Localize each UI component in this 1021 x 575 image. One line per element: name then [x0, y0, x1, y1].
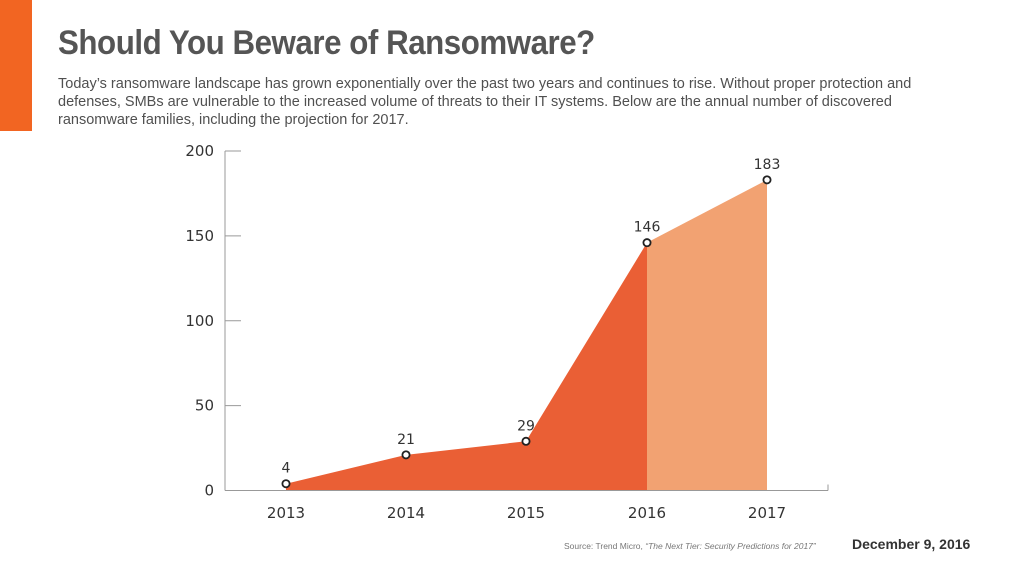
page-title: Should You Beware of Ransomware?: [58, 24, 595, 62]
x-tick-label: 2015: [507, 504, 545, 522]
y-tick-label: 0: [204, 482, 214, 500]
source-prefix: Source: Trend Micro,: [564, 541, 646, 551]
y-tick-label: 150: [185, 227, 214, 245]
x-tick-label: 2013: [267, 504, 305, 522]
area-projection: [647, 179, 767, 491]
y-tick-label: 50: [195, 397, 214, 415]
x-tick-label: 2016: [628, 504, 666, 522]
area-actual: [286, 242, 647, 491]
intro-paragraph: Today’s ransomware landscape has grown e…: [58, 76, 912, 128]
y-tick-label: 200: [185, 142, 214, 160]
data-label: 4: [282, 461, 291, 477]
source-title: “The Next Tier: Security Predictions for…: [645, 541, 816, 551]
source-note: Source: Trend Micro, “The Next Tier: Sec…: [564, 541, 816, 551]
x-tick-label: 2017: [748, 504, 786, 522]
data-point: [762, 175, 772, 185]
data-point: [642, 238, 652, 248]
accent-bar: [0, 0, 32, 131]
date-stamp: December 9, 2016: [852, 536, 971, 552]
data-point: [521, 436, 531, 446]
data-label: 29: [517, 418, 535, 434]
x-tick-label: 2014: [387, 504, 425, 522]
data-point: [401, 450, 411, 460]
data-label: 183: [754, 157, 781, 173]
data-label: 21: [397, 432, 415, 448]
data-label: 146: [634, 220, 661, 236]
data-point: [281, 479, 291, 489]
y-tick-label: 100: [185, 312, 214, 330]
